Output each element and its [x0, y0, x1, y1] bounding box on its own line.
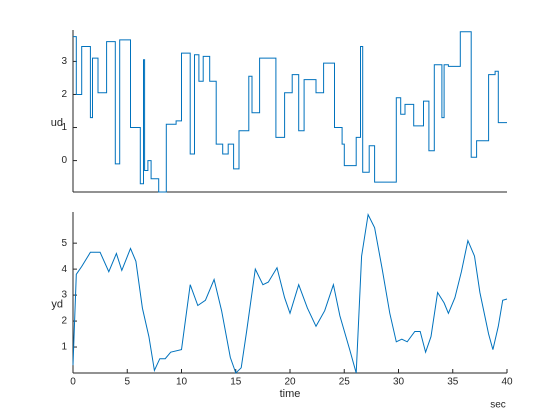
x-tick-label: 30	[393, 377, 405, 388]
x-tick-label: 0	[70, 377, 76, 388]
y-axis-label: yd	[51, 298, 63, 310]
y-tick-label: 1	[61, 342, 67, 353]
x-tick-label: 15	[230, 377, 242, 388]
y-axis-label: ud	[51, 117, 63, 129]
y-tick-label: 2	[61, 316, 67, 327]
x-unit-label: sec	[490, 400, 506, 411]
stairs-line	[73, 31, 507, 193]
x-tick-label: 10	[176, 377, 188, 388]
data-line	[72, 212, 508, 374]
y-tick-label: 0	[61, 155, 67, 166]
y-tick-label: 2	[61, 89, 67, 100]
x-tick-label: 35	[447, 377, 459, 388]
y-tick-label: 3	[61, 290, 67, 301]
x-axis-label: time	[280, 388, 301, 400]
x-tick-label: 25	[339, 377, 351, 388]
x-tick-label: 20	[284, 377, 296, 388]
y-tick-label: 3	[61, 56, 67, 67]
x-tick-label: 5	[124, 377, 130, 388]
y-tick-label: 1	[61, 122, 67, 133]
y-tick-label: 4	[61, 264, 67, 275]
y-tick-label: 5	[61, 238, 67, 249]
x-tick-label: 40	[501, 377, 513, 388]
